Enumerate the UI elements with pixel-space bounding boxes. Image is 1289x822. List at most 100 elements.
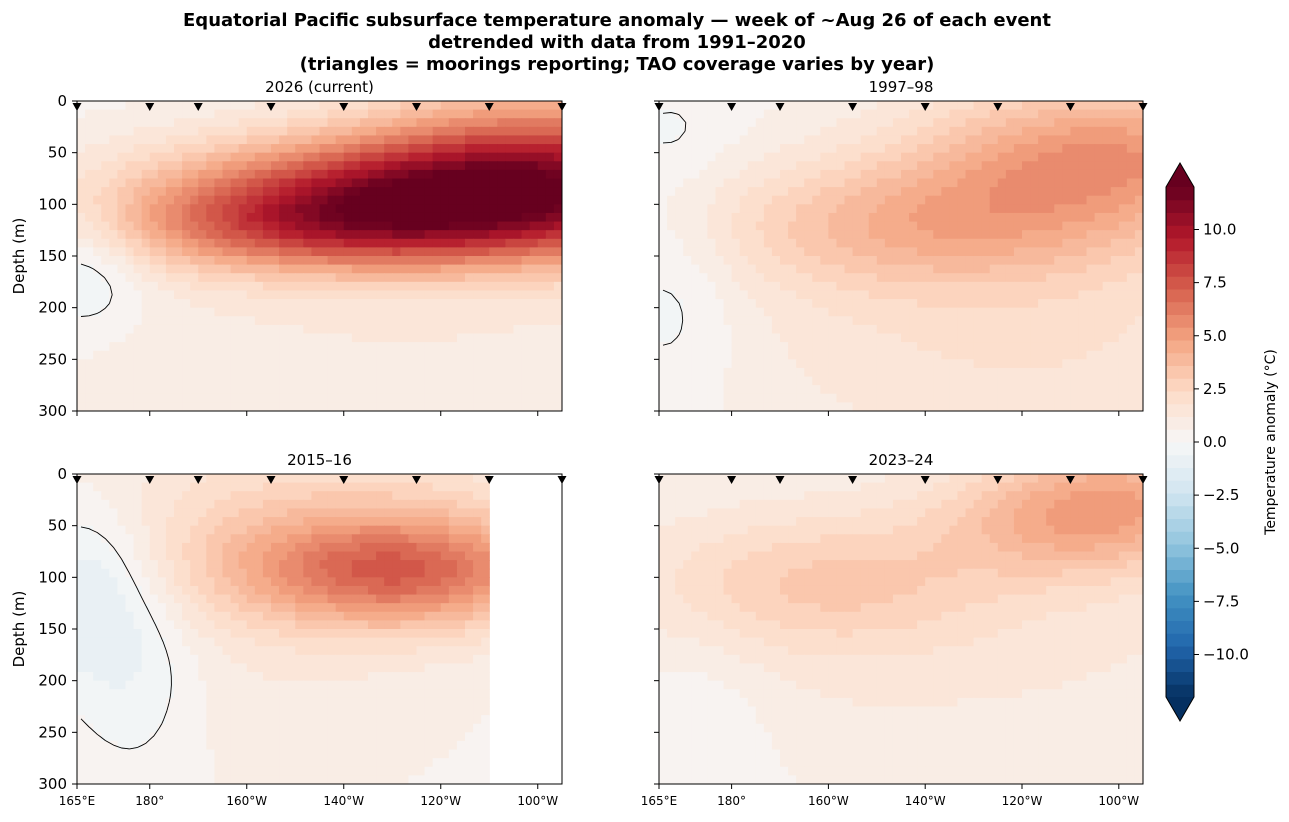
field-cell: [440, 568, 450, 578]
field-cell: [1086, 376, 1096, 386]
field-cell: [1102, 367, 1112, 378]
field-cell: [715, 118, 725, 128]
field-cell: [513, 359, 523, 369]
field-cell: [287, 204, 296, 214]
field-cell: [238, 256, 248, 266]
field-cell: [77, 568, 86, 578]
field-cell: [1038, 247, 1047, 257]
field-cell: [165, 491, 175, 501]
field-cell: [165, 333, 175, 343]
field-cell: [206, 109, 216, 119]
field-cell: [812, 126, 821, 137]
field-cell: [553, 212, 562, 223]
field-cell: [715, 135, 725, 145]
field-cell: [553, 178, 562, 188]
field-cell: [868, 307, 878, 317]
field-cell: [117, 376, 127, 386]
field-cell: [739, 109, 749, 119]
field-cell: [553, 316, 562, 326]
field-cell: [101, 290, 110, 300]
field-cell: [279, 508, 288, 518]
field-cell: [667, 118, 676, 128]
field-cell: [860, 256, 870, 266]
field-cell: [1118, 144, 1128, 154]
field-cell: [481, 178, 490, 188]
field-cell: [481, 204, 490, 214]
field-cell: [287, 342, 296, 352]
field-cell: [271, 474, 280, 484]
field-cell: [545, 195, 555, 205]
field-cell: [876, 290, 886, 300]
field-cell: [303, 256, 313, 266]
field-cell: [157, 101, 167, 111]
field-cell: [796, 161, 805, 171]
field-cell: [359, 499, 369, 510]
field-cell: [804, 118, 813, 128]
field-cell: [521, 299, 531, 309]
field-cell: [537, 126, 547, 137]
field-cell: [400, 109, 410, 119]
field-cell: [997, 152, 1007, 162]
field-cell: [553, 264, 562, 274]
field-cell: [335, 385, 345, 395]
field-cell: [796, 126, 805, 137]
field-cell: [1070, 376, 1080, 386]
field-cell: [481, 195, 490, 205]
field-cell: [335, 474, 345, 484]
field-cell: [101, 359, 110, 369]
field-cell: [85, 393, 94, 403]
field-cell: [279, 299, 288, 309]
field-cell: [1078, 359, 1088, 369]
field-cell: [497, 342, 507, 352]
field-cell: [448, 551, 458, 561]
field-cell: [1022, 256, 1031, 266]
field-cell: [529, 187, 539, 197]
field-cell: [739, 247, 749, 257]
field-cell: [973, 402, 983, 411]
field-cell: [691, 178, 700, 188]
field-cell: [925, 152, 934, 162]
field-cell: [844, 101, 854, 111]
field-cell: [424, 350, 434, 360]
field-cell: [901, 402, 910, 411]
field-cell: [844, 307, 854, 317]
field-cell: [892, 101, 902, 111]
field-cell: [408, 178, 418, 188]
field-cell: [319, 482, 329, 492]
field-cell: [279, 281, 288, 292]
field-cell: [1134, 144, 1143, 154]
field-cell: [981, 221, 991, 231]
field-cell: [335, 568, 345, 578]
field-cell: [117, 342, 127, 352]
field-cell: [820, 333, 829, 343]
field-cell: [424, 126, 434, 137]
field-cell: [723, 299, 733, 309]
field-cell: [182, 491, 191, 501]
field-cell: [368, 542, 377, 553]
field-cell: [149, 126, 159, 137]
field-cell: [351, 542, 361, 553]
field-cell: [238, 135, 248, 145]
field-cell: [553, 126, 562, 137]
field-cell: [1126, 359, 1136, 369]
field-cell: [876, 359, 886, 369]
field-cell: [828, 169, 838, 180]
field-cell: [933, 247, 942, 257]
field-cell: [1030, 109, 1039, 119]
field-cell: [1094, 178, 1104, 188]
field-cell: [1070, 187, 1080, 197]
field-cell: [739, 264, 749, 274]
field-cell: [408, 474, 418, 484]
field-cell: [465, 101, 474, 111]
field-cell: [85, 187, 94, 197]
field-cell: [537, 247, 547, 257]
field-cell: [432, 508, 442, 518]
field-cell: [262, 474, 272, 484]
field-cell: [319, 342, 329, 352]
field-cell: [755, 324, 765, 335]
field-cell: [957, 342, 967, 352]
field-cell: [85, 161, 94, 171]
field-cell: [763, 247, 773, 257]
field-cell: [917, 118, 926, 128]
field-cell: [1126, 333, 1136, 343]
